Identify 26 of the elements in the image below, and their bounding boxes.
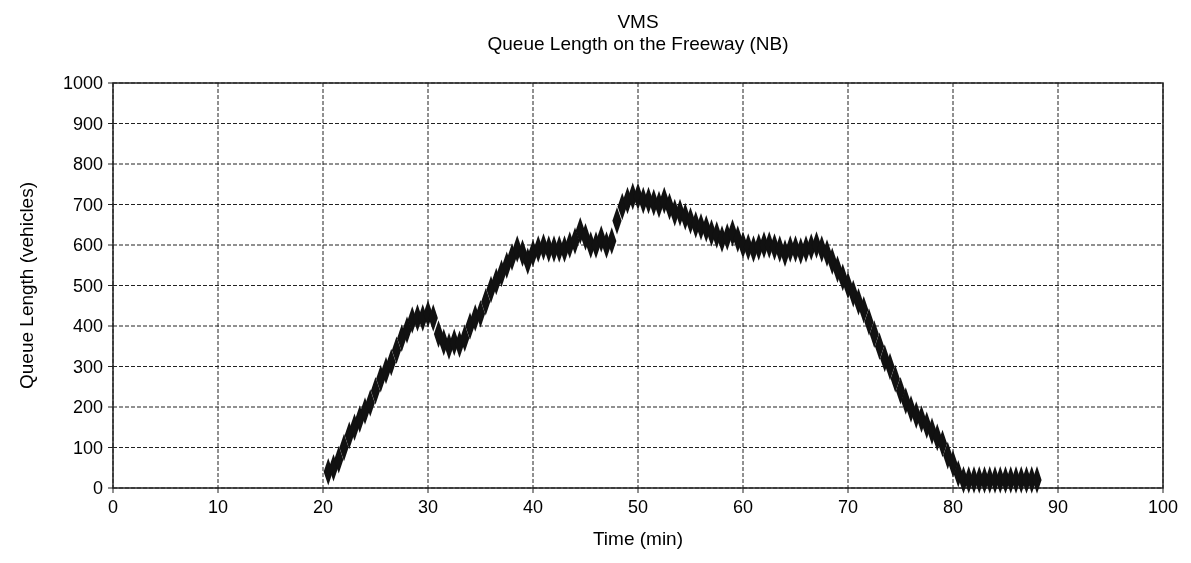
x-tick-label: 40 bbox=[522, 497, 544, 517]
x-tick-label: 20 bbox=[312, 497, 334, 517]
y-tick-label: 200 bbox=[72, 397, 103, 418]
x-tick-label: 60 bbox=[732, 497, 754, 517]
y-axis-title: Queue Length (vehicles) bbox=[16, 181, 37, 390]
y-tick-label: 800 bbox=[72, 154, 103, 175]
y-tick-label: 900 bbox=[72, 113, 103, 134]
x-tick-label: 70 bbox=[837, 497, 859, 517]
x-axis-title: Time (min) bbox=[592, 528, 684, 549]
y-tick-label: 100 bbox=[72, 437, 103, 458]
chart-subtitle: Queue Length on the Freeway (NB) bbox=[487, 33, 789, 54]
y-tick-label: 0 bbox=[92, 478, 103, 499]
x-tick-label: 0 bbox=[107, 497, 119, 517]
y-tick-label: 500 bbox=[72, 275, 103, 296]
y-tick-label: 1000 bbox=[62, 73, 103, 94]
x-tick-label: 90 bbox=[1047, 497, 1069, 517]
x-tick-label: 30 bbox=[417, 497, 439, 517]
x-tick-label: 80 bbox=[942, 497, 964, 517]
y-tick-label: 300 bbox=[72, 356, 103, 377]
y-tick-label: 700 bbox=[72, 194, 103, 215]
x-tick-label: 50 bbox=[627, 497, 649, 517]
x-tick-label: 10 bbox=[207, 497, 229, 517]
x-tick-label: 100 bbox=[1147, 497, 1179, 517]
y-tick-label: 600 bbox=[72, 235, 103, 256]
chart-title: VMS bbox=[617, 11, 659, 32]
y-tick-label: 400 bbox=[72, 316, 103, 337]
